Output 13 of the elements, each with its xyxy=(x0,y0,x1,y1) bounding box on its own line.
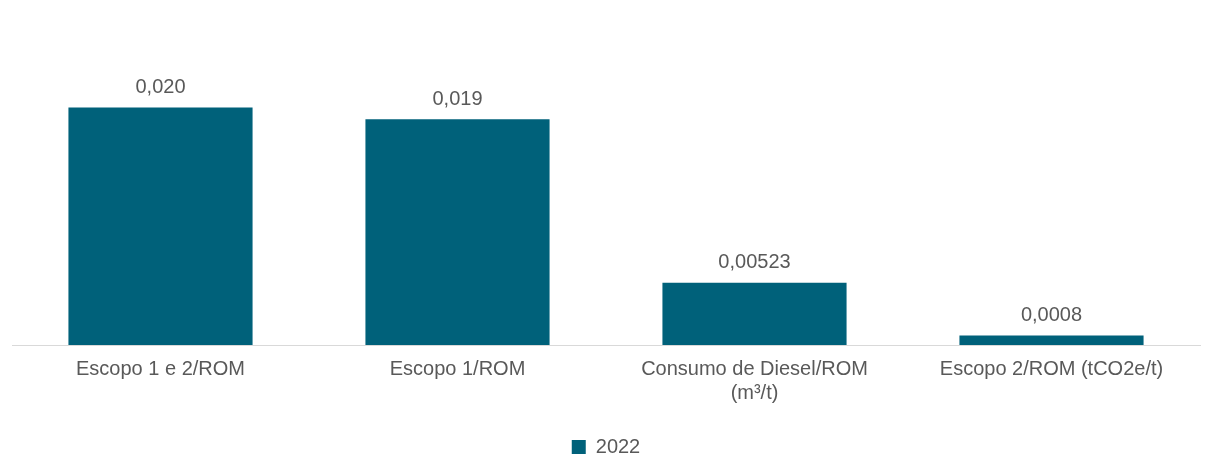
x-tick-label: Consumo de Diesel/ROM (m³/t) xyxy=(641,356,868,403)
bar xyxy=(662,282,847,345)
bar xyxy=(959,335,1144,345)
bar xyxy=(68,107,253,345)
legend-label: 2022 xyxy=(595,434,641,457)
data-label: 0,019 xyxy=(432,86,483,109)
x-tick-label: Escopo 2/ROM (tCO2e/t) xyxy=(939,356,1164,379)
data-label: 0,020 xyxy=(135,74,186,97)
data-label: 0,00523 xyxy=(718,250,791,273)
x-tick-label: Escopo 1 e 2/ROM xyxy=(76,356,245,379)
bar xyxy=(365,119,550,345)
data-label: 0,0008 xyxy=(1020,303,1083,326)
x-tick-label: Escopo 1/ROM xyxy=(389,356,526,379)
